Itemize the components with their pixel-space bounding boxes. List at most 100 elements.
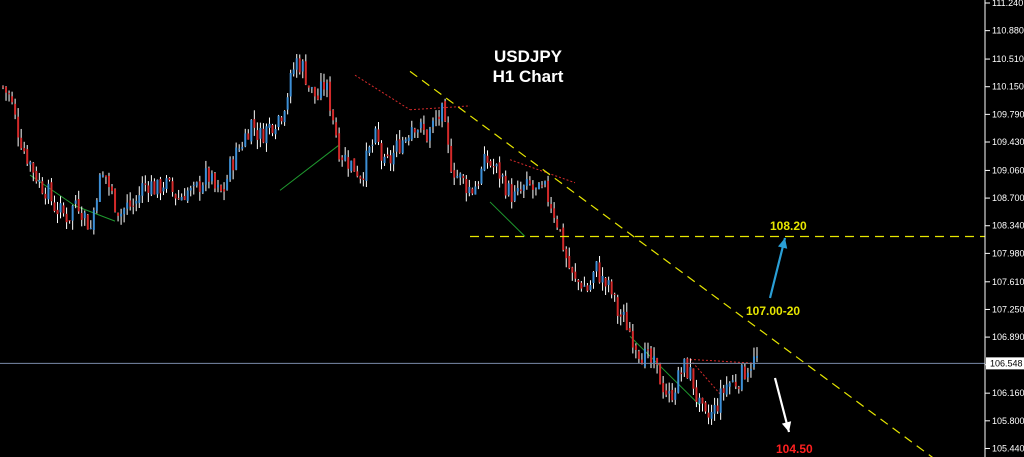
bullish-candle	[710, 411, 713, 419]
bullish-candle	[392, 152, 395, 165]
bullish-candle	[683, 358, 686, 373]
bearish-candle	[692, 368, 695, 389]
target-label-108-20: 108.20	[770, 219, 807, 233]
bullish-candle	[719, 388, 722, 413]
bullish-candle	[725, 384, 728, 395]
bearish-candle	[743, 366, 746, 379]
bullish-candle	[534, 187, 537, 189]
price-tick-label: 105.440	[992, 443, 1024, 453]
bearish-candle	[335, 122, 338, 136]
bullish-candle	[589, 285, 592, 291]
price-tick-label: 106.890	[992, 332, 1024, 342]
bullish-candle	[319, 81, 322, 99]
bearish-candle	[574, 271, 577, 279]
price-tick-label: 109.430	[992, 137, 1024, 147]
bullish-candle	[286, 97, 289, 110]
descending-trendline	[409, 70, 934, 457]
bullish-candle	[210, 173, 213, 182]
bullish-candle	[525, 179, 528, 186]
bullish-candle	[474, 186, 477, 195]
bearish-candle	[625, 311, 628, 331]
bullish-candle	[250, 119, 253, 142]
bearish-candle	[213, 173, 216, 189]
bullish-candle	[195, 182, 198, 186]
bearish-candle	[398, 139, 401, 153]
bearish-candle	[380, 143, 383, 161]
bullish-candle	[419, 122, 422, 129]
bearish-candle	[562, 227, 565, 250]
bullish-candle	[162, 187, 165, 192]
bearish-candle	[707, 412, 710, 418]
bearish-candle	[332, 110, 335, 121]
bearish-candle	[53, 202, 56, 212]
bullish-candle	[365, 150, 368, 181]
chart-subtitle: H1 Chart	[493, 67, 564, 86]
down-arrow-head	[781, 421, 792, 432]
bearish-candle	[631, 331, 634, 348]
bullish-candle	[180, 197, 183, 201]
bearish-candle	[519, 189, 522, 192]
bullish-candle	[674, 392, 677, 400]
bullish-candle	[410, 127, 413, 140]
bearish-candle	[604, 277, 607, 287]
bullish-candle	[537, 183, 540, 190]
bearish-candle	[262, 128, 265, 143]
bullish-candle	[689, 367, 692, 380]
bearish-candle	[498, 162, 501, 179]
bearish-candle	[144, 183, 147, 185]
bullish-candle	[274, 129, 277, 135]
bearish-candle	[132, 205, 135, 207]
price-tick-label: 110.150	[992, 82, 1024, 92]
bearish-candle	[510, 184, 513, 202]
support-pattern-line	[279, 143, 341, 191]
bearish-candle	[531, 184, 534, 190]
bearish-candle	[577, 279, 580, 283]
bullish-candle	[292, 69, 295, 75]
bearish-candle	[665, 390, 668, 395]
bullish-candle	[83, 212, 86, 219]
bearish-candle	[174, 194, 177, 199]
bullish-candle	[123, 208, 126, 215]
bearish-candle	[686, 358, 689, 379]
bearish-candle	[559, 229, 562, 231]
price-tick-label: 111.240	[992, 0, 1023, 8]
bullish-candle	[326, 82, 329, 90]
bearish-candle	[568, 255, 571, 269]
bearish-candle	[377, 129, 380, 142]
bullish-candle	[522, 185, 525, 191]
target-label-107-00-20: 107.00-20	[746, 304, 800, 318]
bullish-candle	[513, 191, 516, 201]
price-tick-label: 108.340	[992, 221, 1024, 231]
chart-title: USDJPY	[494, 47, 563, 66]
bearish-candle	[32, 162, 35, 173]
down-arrow	[773, 377, 792, 433]
bullish-candle	[374, 128, 377, 143]
bullish-candle	[126, 202, 129, 209]
bearish-candle	[107, 175, 110, 188]
bearish-candle	[223, 189, 226, 192]
bearish-candle	[171, 181, 174, 192]
bullish-candle	[441, 103, 444, 122]
bullish-candle	[120, 213, 123, 217]
bullish-candle	[301, 61, 304, 72]
bullish-candle	[416, 130, 419, 133]
bearish-candle	[553, 208, 556, 218]
bearish-candle	[129, 200, 132, 207]
bearish-candle	[425, 130, 428, 142]
pattern-lines	[29, 74, 756, 406]
bearish-candle	[232, 159, 235, 171]
bullish-candle	[265, 126, 268, 144]
bullish-candle	[229, 158, 232, 180]
bearish-candle	[5, 86, 8, 93]
bullish-candle	[713, 404, 716, 414]
bullish-candle	[192, 185, 195, 187]
bearish-candle	[41, 181, 44, 194]
bearish-candle	[35, 170, 38, 182]
bearish-candle	[11, 96, 14, 103]
bearish-candle	[280, 117, 283, 122]
bearish-candle	[271, 124, 274, 134]
bearish-candle	[341, 157, 344, 161]
bullish-candle	[138, 195, 141, 203]
